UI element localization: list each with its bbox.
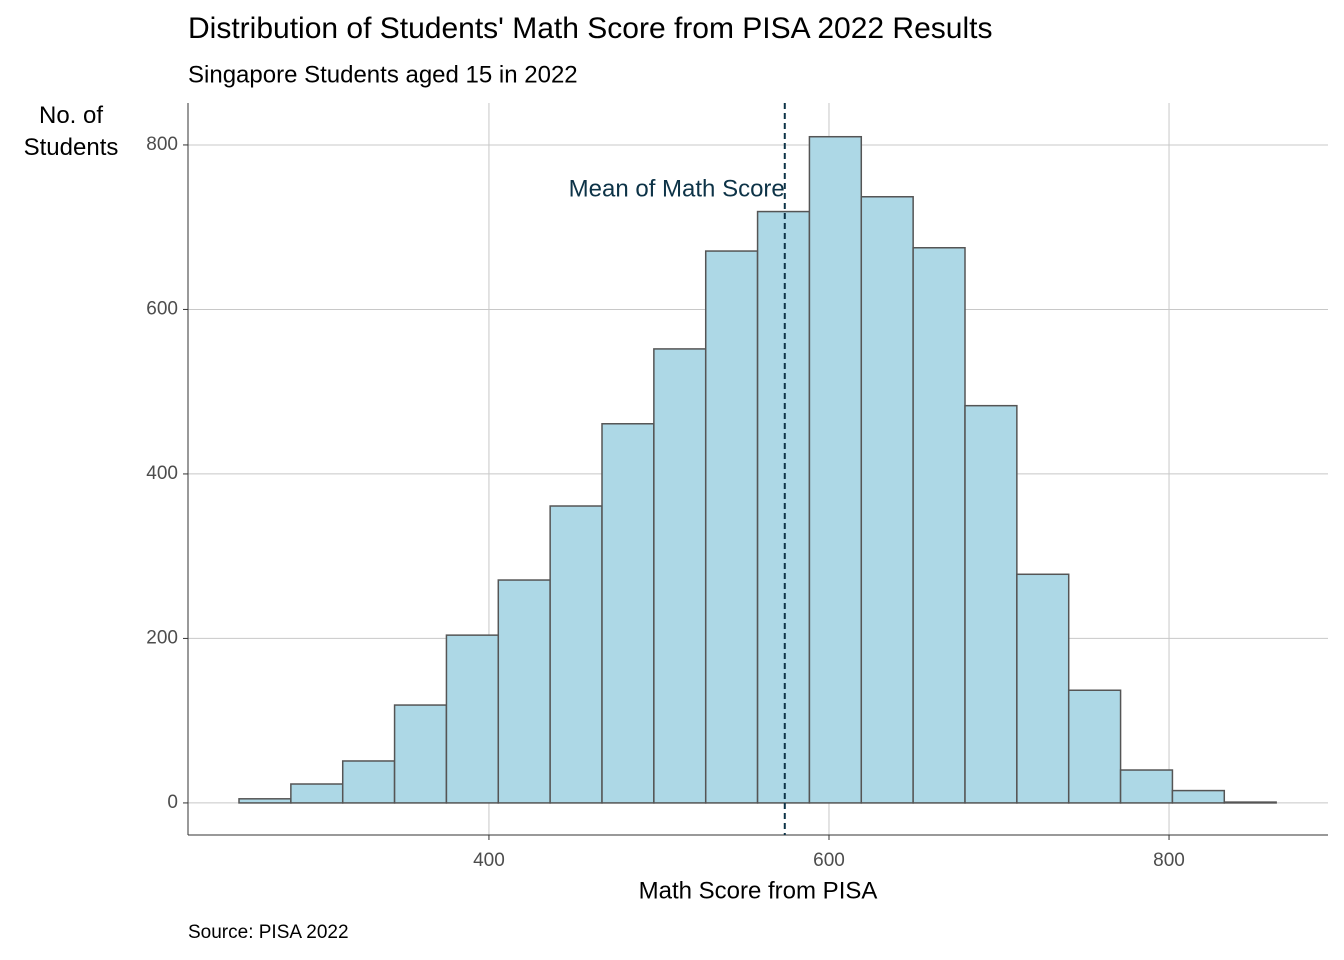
x-tick-label: 800 bbox=[1153, 850, 1185, 871]
mean-annotation: Mean of Math Score bbox=[569, 175, 785, 202]
bar bbox=[1223, 801, 1277, 804]
caption: Source: PISA 2022 bbox=[188, 922, 349, 943]
bar bbox=[964, 404, 1018, 804]
bar bbox=[756, 210, 811, 804]
bar bbox=[601, 423, 655, 804]
y-tick-label: 800 bbox=[146, 134, 178, 155]
x-tick-label: 600 bbox=[813, 850, 845, 871]
y-tick-label: 400 bbox=[146, 463, 178, 484]
bar bbox=[653, 348, 707, 804]
bar bbox=[808, 135, 863, 804]
y-tick-label: 0 bbox=[167, 792, 178, 813]
bar bbox=[860, 196, 914, 804]
chart-subtitle: Singapore Students aged 15 in 2022 bbox=[188, 61, 578, 88]
bar bbox=[341, 760, 396, 804]
bar bbox=[912, 247, 966, 804]
y-tick-label: 600 bbox=[146, 298, 178, 319]
bar bbox=[1171, 789, 1226, 804]
chart-title: Distribution of Students' Math Score fro… bbox=[188, 12, 992, 45]
y-axis-label: No. of Students bbox=[24, 102, 119, 161]
x-axis-label: Math Score from PISA bbox=[639, 877, 878, 904]
bar bbox=[549, 505, 603, 804]
bar bbox=[445, 634, 500, 804]
bar bbox=[393, 704, 448, 804]
y-tick-label: 200 bbox=[146, 627, 178, 648]
bar bbox=[497, 579, 551, 804]
bar bbox=[1067, 689, 1122, 804]
bar bbox=[238, 798, 292, 804]
bar bbox=[290, 783, 344, 804]
bar bbox=[1016, 573, 1070, 804]
x-tick-label: 400 bbox=[473, 850, 505, 871]
bar bbox=[704, 250, 759, 804]
bar bbox=[1119, 769, 1174, 804]
